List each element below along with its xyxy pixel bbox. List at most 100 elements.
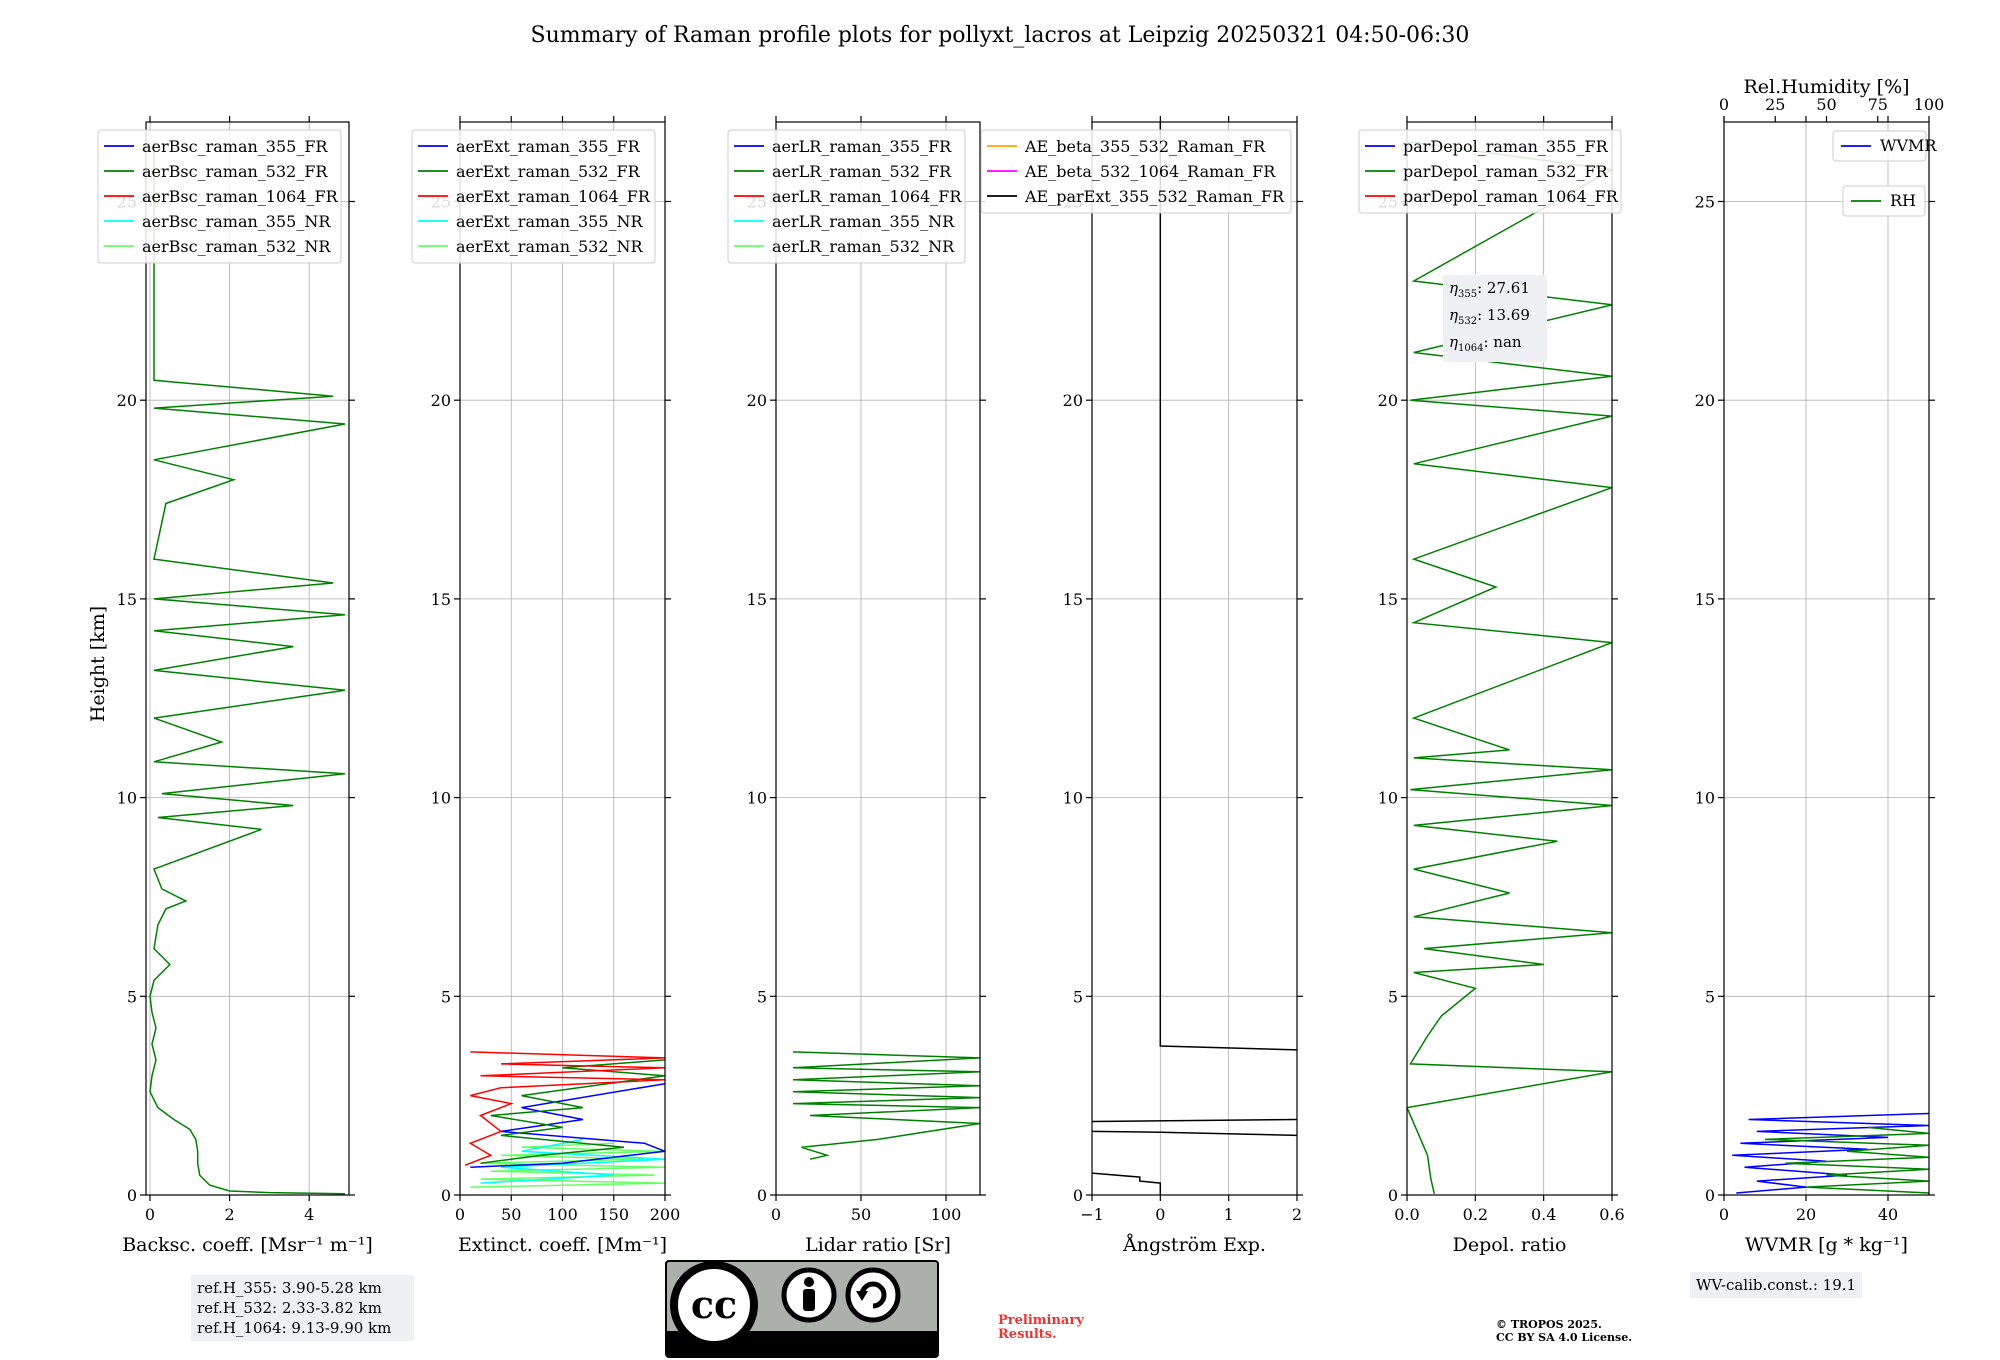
y-tick-label: 5	[1705, 987, 1715, 1006]
x-axis-label: Backsc. coeff. [Msr⁻¹ m⁻¹]	[122, 1234, 373, 1256]
x-tick-label: 0.2	[1463, 1205, 1488, 1224]
x-tick-label: 2	[224, 1205, 234, 1224]
y-tick-label: 10	[117, 789, 137, 808]
series-line-ae-parext-355-532-raman-fr	[1092, 1172, 1162, 1195]
copyright-line2: CC BY SA 4.0 License.	[1496, 1331, 1633, 1344]
eta355-line: η355: 27.61	[1449, 279, 1530, 300]
preliminary-note: Preliminary Results.	[998, 1314, 1084, 1342]
y-axis-label: Height [km]	[87, 606, 109, 722]
x-tick-label: 1	[1224, 1205, 1234, 1224]
legend-label: aerExt_raman_532_FR	[456, 162, 641, 181]
sa-share-icon	[845, 1267, 901, 1323]
y-tick-label: 0	[441, 1186, 451, 1205]
legend-depol: parDepol_raman_355_FR parDepol_raman_532_…	[1358, 129, 1622, 214]
legend-label: parDepol_raman_532_FR	[1403, 162, 1609, 181]
legend-label: aerBsc_raman_532_NR	[142, 237, 331, 256]
ref-height-1064: ref.H_1064: 9.13-9.90 km	[197, 1319, 392, 1337]
ref-height-355: ref.H_355: 3.90-5.28 km	[197, 1279, 382, 1297]
y-tick-label: 0	[1705, 1186, 1715, 1205]
y-tick-label: 15	[1378, 590, 1398, 609]
series-line-aerext-raman-355-fr	[470, 1082, 665, 1168]
legend-bsc: aerBsc_raman_355_FR aerBsc_raman_532_FRae…	[97, 129, 342, 264]
wv-calib-box: WV-calib.const.: 19.1	[1690, 1272, 1863, 1298]
legend-label: AE_parExt_355_532_Raman_FR	[1024, 187, 1285, 206]
series-line-ae-parext-355-532-raman-fr	[1092, 1130, 1297, 1137]
legend-box	[97, 129, 342, 264]
y-tick-label: 10	[747, 789, 767, 808]
axes-frame	[145, 121, 350, 1196]
y-tick-label: 20	[1695, 391, 1715, 410]
legend-box	[1832, 130, 1927, 162]
top-x-tick-label: 75	[1868, 95, 1888, 114]
top-x-tick-label: 50	[1816, 95, 1836, 114]
legend-box	[1358, 129, 1622, 214]
axes-frame	[1091, 121, 1298, 1196]
x-tick-label: 40	[1878, 1205, 1898, 1224]
legend-label: parDepol_raman_1064_FR	[1403, 187, 1619, 206]
x-tick-label: 20	[1796, 1205, 1816, 1224]
eta1064-value: nan	[1493, 333, 1522, 351]
x-axis-label: WVMR [g * kg⁻¹]	[1745, 1234, 1908, 1256]
axes-frame	[1406, 121, 1613, 1196]
x-tick-label: 200	[650, 1205, 681, 1224]
y-tick-label: 20	[747, 391, 767, 410]
x-tick-label: 0.4	[1531, 1205, 1556, 1224]
x-tick-label: 100	[547, 1205, 578, 1224]
panel-bsc: 0510152025024Backsc. coeff. [Msr⁻¹ m⁻¹]a…	[97, 116, 373, 1256]
series-line-aerlr-raman-532-fr	[792, 1051, 980, 1160]
series-line-ae-parext-355-532-raman-fr	[1092, 1118, 1297, 1123]
panel-wvmr: 0 5 10 15 20 25 0 20 40 WVMR [g * kg⁻¹] 0 25 50 75 100…	[1695, 76, 1945, 1256]
x-tick-label: 0	[1719, 1205, 1729, 1224]
y-tick-label: 20	[431, 391, 451, 410]
x-tick-label: −1	[1080, 1205, 1104, 1224]
top-x-tick-label: 100	[1914, 95, 1945, 114]
y-tick-label: 5	[1073, 987, 1083, 1006]
legend-lr: aerLR_raman_355_FR aerLR_raman_532_FR aerL…	[727, 129, 966, 264]
preliminary-line1: Preliminary	[998, 1313, 1084, 1328]
legend-label: aerExt_raman_355_FR	[456, 137, 641, 156]
preliminary-line2: Results.	[998, 1327, 1057, 1342]
x-tick-label: 0.6	[1599, 1205, 1624, 1224]
depol-eta-box: η355: 27.61 η532: 13.69 η1064: nan	[1443, 275, 1547, 362]
legend-label: aerExt_raman_532_NR	[456, 237, 644, 256]
x-tick-label: 150	[598, 1205, 629, 1224]
legend-wvmr: WVMR	[1832, 130, 1937, 162]
legend-rh: RH	[1842, 185, 1926, 217]
copyright-note: © TROPOS 2025. CC BY SA 4.0 License.	[1496, 1318, 1632, 1344]
legend-label: aerBsc_raman_355_FR	[142, 137, 328, 156]
x-tick-label: 0	[771, 1205, 781, 1224]
axes-frame	[775, 121, 981, 1196]
legend-label: aerLR_raman_355_NR	[772, 212, 955, 231]
legend-label: aerLR_raman_355_FR	[772, 137, 952, 156]
y-tick-label: 20	[117, 391, 137, 410]
y-tick-label: 15	[117, 590, 137, 609]
x-tick-label: 0	[145, 1205, 155, 1224]
sa-label: SA	[859, 1334, 888, 1356]
series-line-aerext-raman-355-nr	[480, 1138, 665, 1184]
x-axis-label: Extinct. coeff. [Mm⁻¹]	[458, 1234, 667, 1256]
legend-label: parDepol_raman_355_FR	[1403, 137, 1609, 156]
series-line-pardepol-raman-532-fr	[1407, 141, 1612, 1194]
reference-heights-box: ref.H_355: 3.90-5.28 km ref.H_532: 2.33-…	[191, 1275, 414, 1341]
y-tick-label: 10	[431, 789, 451, 808]
x-tick-label: 2	[1292, 1205, 1302, 1224]
legend-box	[727, 129, 966, 264]
ref-height-532: ref.H_532: 2.33-3.82 km	[197, 1299, 382, 1317]
legend-label: aerExt_raman_1064_FR	[456, 187, 651, 206]
top-x-tick-label: 25	[1765, 95, 1785, 114]
y-tick-label: 10	[1695, 789, 1715, 808]
y-tick-label: 5	[757, 987, 767, 1006]
series-line-aerbsc-raman-532-fr	[149, 141, 346, 1195]
legend-label: aerExt_raman_355_NR	[456, 212, 644, 231]
x-axis-label: Ångström Exp.	[1122, 1234, 1266, 1256]
y-tick-label: 0	[1073, 1186, 1083, 1205]
axes-frame	[1723, 121, 1930, 1196]
legend-label: aerBsc_raman_1064_FR	[142, 187, 339, 206]
legend-label: AE_beta_355_532_Raman_FR	[1024, 137, 1266, 156]
legend-label: RH	[1890, 191, 1916, 210]
eta1064-line: η1064: nan	[1449, 333, 1522, 354]
y-tick-label: 25	[1695, 192, 1715, 211]
legend-label: WVMR	[1880, 136, 1937, 155]
